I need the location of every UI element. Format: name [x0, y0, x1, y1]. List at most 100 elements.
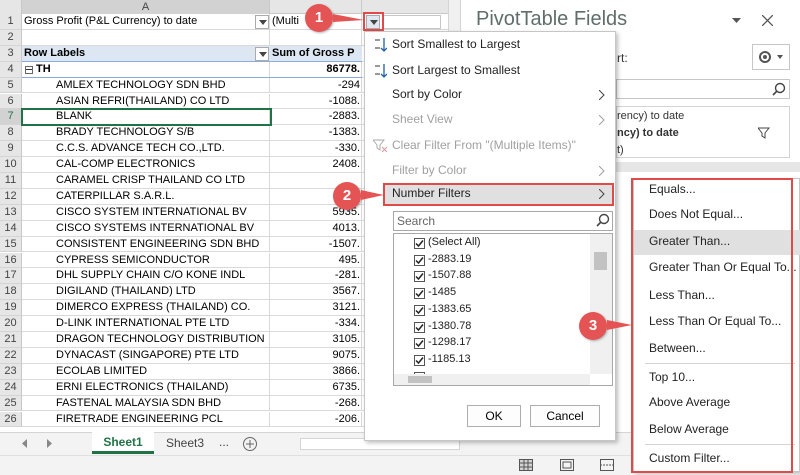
- value-item[interactable]: -1485: [428, 286, 457, 299]
- pane-title: PivotTable Fields: [476, 8, 628, 30]
- value-item[interactable]: (Select All): [428, 236, 481, 248]
- submenu-item[interactable]: Above Average: [649, 395, 731, 409]
- row-number: 11: [0, 173, 22, 189]
- value-item[interactable]: -1185.13: [428, 352, 471, 365]
- row-label: DYNACAST (SINGAPORE) PTE LTD: [56, 348, 239, 361]
- value-checkbox[interactable]: [414, 354, 425, 366]
- row-label: DIGILAND (THAILAND) LTD: [56, 285, 196, 298]
- row-value: 3105.: [332, 333, 360, 345]
- dropdown-button[interactable]: [255, 15, 269, 29]
- value-checkbox[interactable]: [414, 304, 425, 316]
- row-value: -330.: [334, 142, 360, 155]
- sheet-tab[interactable]: Sheet3: [165, 436, 205, 450]
- page-break-icon: [600, 459, 614, 471]
- cancel-button[interactable]: Cancel: [530, 405, 600, 427]
- menu-item[interactable]: Sort Smallest to Largest: [392, 37, 521, 51]
- dropdown-button[interactable]: [366, 15, 380, 29]
- submenu-item[interactable]: Less Than...: [649, 288, 715, 302]
- select-all-corner: [0, 0, 22, 14]
- menu-item[interactable]: Number Filters: [392, 186, 471, 200]
- cell: [22, 188, 270, 205]
- row-number: 25: [0, 395, 22, 412]
- row-number: 14: [0, 220, 22, 237]
- cell: [22, 300, 270, 317]
- callout-badge: 1: [305, 4, 333, 32]
- value-checkbox[interactable]: [414, 338, 425, 350]
- check-mark: [415, 356, 424, 365]
- submenu-arrow: [599, 90, 605, 100]
- value-item[interactable]: -1298.17: [428, 336, 472, 349]
- submenu-highlight: [634, 230, 800, 255]
- row-number: 12: [0, 188, 22, 205]
- field-item: t): [617, 144, 624, 156]
- page-layout-icon: [560, 459, 574, 471]
- submenu-item[interactable]: Below Average: [649, 422, 729, 436]
- cell-input: [383, 15, 441, 29]
- row-label: CATERPILLAR S.A.R.L.: [56, 189, 175, 202]
- row-value: -268.: [334, 396, 360, 409]
- cell: [270, 347, 362, 364]
- submenu-item[interactable]: Less Than Or Equal To...: [649, 314, 782, 328]
- cell: [22, 284, 270, 301]
- group-label: TH: [36, 62, 51, 75]
- cell: [270, 284, 362, 301]
- pane-search[interactable]: [616, 79, 790, 99]
- submenu-item[interactable]: Greater Than...: [649, 234, 731, 248]
- check-mark: [415, 273, 424, 281]
- value-checkbox[interactable]: [414, 238, 425, 249]
- cell: [270, 300, 362, 317]
- column-header-b: [270, 0, 362, 14]
- submenu-item[interactable]: Does Not Equal...: [649, 207, 744, 221]
- row-number: 18: [0, 284, 22, 301]
- callout-badge: 2: [333, 182, 361, 210]
- cell: [270, 220, 362, 237]
- row-value: -334.: [334, 317, 360, 330]
- submenu-item[interactable]: Greater Than Or Equal To...: [649, 260, 797, 274]
- cell: [270, 29, 362, 46]
- cell: [22, 395, 270, 412]
- menu-item: Sheet View: [392, 112, 453, 126]
- cell: [270, 125, 362, 142]
- dropdown-button[interactable]: [255, 46, 269, 61]
- value-item[interactable]: -2883.19: [428, 252, 472, 265]
- value-checkbox[interactable]: [414, 288, 425, 300]
- submenu-highlight-frame: [631, 178, 793, 473]
- submenu-arrow: [599, 115, 605, 125]
- submenu-item[interactable]: Custom Filter...: [649, 451, 730, 465]
- value-checkbox[interactable]: [414, 271, 425, 283]
- submenu-item[interactable]: Top 10...: [649, 370, 696, 384]
- menu-search[interactable]: Search: [393, 211, 613, 231]
- row-number: 20: [0, 316, 22, 332]
- row-value: 9075.: [332, 348, 360, 361]
- menu-item-highlight: [383, 183, 614, 206]
- row-number: 2: [0, 29, 22, 46]
- sheet-tab-more[interactable]: ...: [218, 435, 229, 449]
- header-row-fill: [22, 45, 362, 62]
- submenu-item[interactable]: Equals...: [649, 182, 696, 196]
- check-mark: [415, 240, 424, 248]
- column-header: A: [22, 0, 270, 14]
- value-item[interactable]: -1380.78: [428, 319, 472, 332]
- value-checkbox[interactable]: [414, 254, 425, 266]
- check-mark: [415, 256, 424, 264]
- menu-item[interactable]: Sort Largest to Smallest: [392, 63, 521, 77]
- submenu-item[interactable]: Between...: [649, 341, 706, 355]
- menu-item[interactable]: Sort by Color: [392, 87, 463, 101]
- choose-label: rt:: [617, 51, 628, 65]
- cell: [22, 141, 270, 158]
- value-item[interactable]: -1507.88: [428, 269, 472, 282]
- row-label: DIMERCO EXPRESS (THAILAND) CO.: [56, 301, 251, 314]
- value-checkbox[interactable]: [414, 321, 425, 333]
- value-item[interactable]: -1383.65: [428, 302, 472, 315]
- row1-dropdown-highlight: [363, 12, 384, 31]
- list-hscrollbar: [394, 374, 590, 385]
- cell: [22, 14, 270, 30]
- ok-button[interactable]: OK: [467, 405, 521, 427]
- cell: [22, 347, 270, 364]
- cell: [22, 236, 270, 253]
- submenu-separator: [645, 444, 795, 445]
- check-mark: [415, 323, 424, 331]
- filter-icon: [758, 127, 770, 139]
- sheet-tab-active[interactable]: Sheet1: [92, 432, 154, 454]
- tab-scroll-left: [22, 439, 27, 448]
